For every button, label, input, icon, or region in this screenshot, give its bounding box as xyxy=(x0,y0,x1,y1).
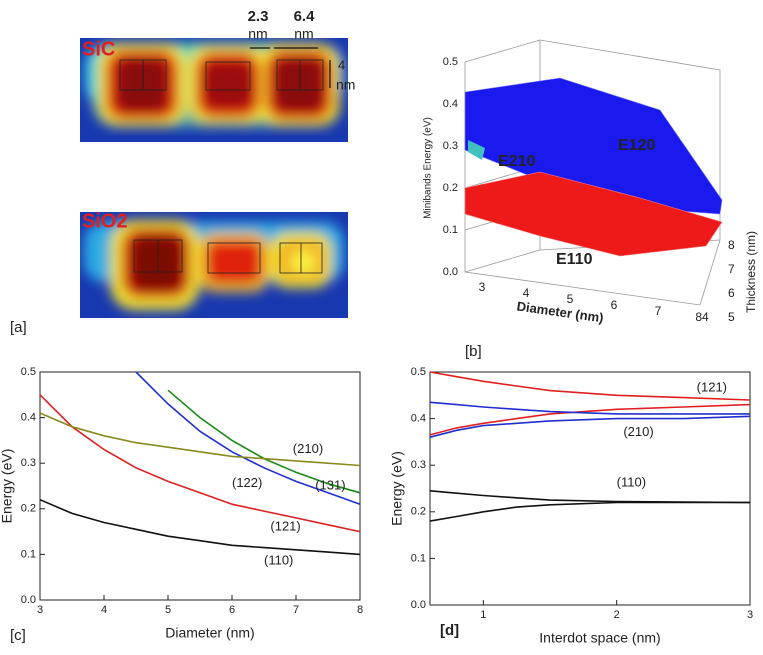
series-line xyxy=(135,371,361,505)
y-tick-label: 0.4 xyxy=(411,413,426,425)
x-axis-title: Diameter (nm) xyxy=(165,625,254,641)
x-tick-label: 4 xyxy=(523,286,530,300)
y-tick-label: 7 xyxy=(728,262,735,276)
y-axis-title: Energy (eV) xyxy=(0,449,15,524)
y-tick-label: 0.2 xyxy=(411,506,426,518)
z-tick-label: 0.3 xyxy=(443,140,458,152)
material-label: SiO2 xyxy=(82,210,128,232)
axis-title: Thickness (nm) xyxy=(744,231,758,313)
dimension-unit: nm xyxy=(294,26,313,42)
series-line xyxy=(429,501,750,522)
panel-label: [b] xyxy=(465,343,482,360)
plot-frame xyxy=(429,371,751,606)
x-tick-label: 5 xyxy=(567,292,574,306)
y-tick-label: 0.4 xyxy=(21,412,36,424)
z-tick-label: 0.0 xyxy=(443,266,458,278)
surface-label: E210 xyxy=(498,153,535,170)
series-line xyxy=(429,415,751,438)
surface-e120 xyxy=(464,77,723,215)
dimension-unit: nm xyxy=(336,77,355,93)
series-line xyxy=(39,412,361,467)
y-tick-label: 0.0 xyxy=(21,594,36,606)
x-tick-label: 6 xyxy=(611,298,618,312)
y-tick-label: 5 xyxy=(728,310,735,324)
x-tick-label: 1 xyxy=(480,609,486,621)
heatmap-top xyxy=(80,38,348,142)
series-line xyxy=(429,371,751,401)
dimension-value: 4 xyxy=(338,57,345,72)
heatmap-bottom xyxy=(80,212,348,318)
x-tick-label: 7 xyxy=(293,604,299,616)
y-tick-label: 0.5 xyxy=(411,366,426,378)
z-tick-label: 0.2 xyxy=(443,182,458,194)
axis-title: Minibands Energy (eV) xyxy=(423,117,434,219)
y-axis-title: Energy (eV) xyxy=(389,451,405,526)
surface-e210 xyxy=(468,140,485,160)
material-label: SiC xyxy=(82,38,115,60)
panel-label: [c] xyxy=(10,627,26,644)
series-label: (210) xyxy=(293,441,323,456)
panel-label: [a] xyxy=(10,319,27,336)
x-tick-label: 6 xyxy=(229,604,235,616)
charts: 0.00.10.20.30.40.53 4 5 6 7 8487650.00.10.20.… xyxy=(0,56,753,646)
surface-label: E120 xyxy=(618,137,655,154)
x-tick-label: 8 xyxy=(357,604,363,616)
x-tick-label: 3 xyxy=(747,609,753,621)
series-label: (121) xyxy=(697,380,727,395)
z-tick-label: 0.5 xyxy=(443,56,458,68)
y-tick-label: 0.0 xyxy=(411,599,426,611)
z-tick-label: 0.1 xyxy=(443,224,458,236)
series-label: (131) xyxy=(315,477,345,492)
dimension-value: 2.3 xyxy=(248,8,269,25)
dimension-value: 6.4 xyxy=(294,8,316,25)
series-label: (122) xyxy=(232,475,262,490)
panel-label: [d] xyxy=(440,622,459,639)
z-tick-label: 0.4 xyxy=(443,98,458,110)
y-tick-label: 6 xyxy=(728,286,735,300)
y-tick-label: 8 xyxy=(728,238,735,252)
x-tick-label: 3 xyxy=(479,280,486,294)
x-tick-label: 84 xyxy=(695,310,709,324)
y-tick-label: 0.5 xyxy=(21,366,36,378)
x-tick-label: 7 xyxy=(655,304,662,318)
series-line xyxy=(429,401,750,415)
series-line xyxy=(429,490,751,504)
x-tick-label: 3 xyxy=(37,604,43,616)
series-label: (210) xyxy=(623,424,653,439)
y-tick-label: 0.1 xyxy=(411,552,426,564)
x-tick-label: 2 xyxy=(614,609,620,621)
y-tick-label: 0.3 xyxy=(21,457,36,469)
plot-frame xyxy=(39,371,361,601)
dimension-arrows xyxy=(250,47,331,88)
series-line xyxy=(39,394,361,533)
surface-label: E110 xyxy=(556,251,593,268)
y-tick-label: 0.2 xyxy=(21,503,36,515)
surface-e110 xyxy=(464,171,723,257)
x-axis-title: Interdot space (nm) xyxy=(539,630,660,646)
series-label: (110) xyxy=(617,474,646,489)
axis-title: Diameter (nm) xyxy=(516,298,605,325)
x-tick-label: 5 xyxy=(165,604,171,616)
x-tick-label: 4 xyxy=(101,604,107,616)
series-label: (121) xyxy=(270,518,300,533)
y-tick-label: 0.3 xyxy=(411,459,426,471)
series-line xyxy=(39,498,361,556)
dimension-unit: nm xyxy=(248,26,267,42)
y-tick-label: 0.1 xyxy=(21,548,36,560)
series-label: (110) xyxy=(264,553,293,568)
series-line xyxy=(429,403,751,436)
